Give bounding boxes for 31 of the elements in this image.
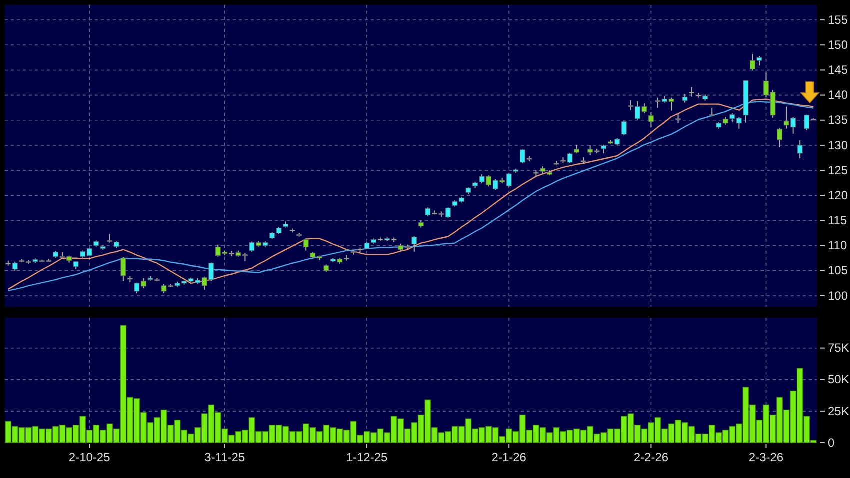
y-tick-label: 120 xyxy=(828,188,848,202)
candlestick xyxy=(648,112,654,128)
candlestick xyxy=(621,120,627,136)
x-tick-label: 2-10-25 xyxy=(68,450,111,465)
y-tick-label: 115 xyxy=(828,214,848,228)
y-tick-label: 110 xyxy=(828,238,848,253)
y-tick-label: 105 xyxy=(828,264,848,278)
y-tick-label: 145 xyxy=(828,63,848,78)
x-tick-label: 3-11-25 xyxy=(204,450,246,465)
candlestick xyxy=(689,86,695,98)
candlestick xyxy=(797,140,803,160)
y-tick-label: 50K xyxy=(828,372,850,387)
candlestick xyxy=(777,127,782,148)
y-tick-label: 100 xyxy=(828,288,848,303)
x-tick-label: 2-2-26 xyxy=(634,450,669,465)
y-tick-label: 25K xyxy=(828,404,850,418)
y-tick-label: 125 xyxy=(828,163,848,178)
candlestick xyxy=(120,256,126,282)
y-tick-label: 140 xyxy=(828,88,848,102)
y-tick-label: 155 xyxy=(828,12,848,27)
candlestick xyxy=(676,113,681,124)
y-tick-label: 75K xyxy=(828,341,850,356)
candlestick xyxy=(303,238,309,252)
x-tick-label: 2-1-26 xyxy=(492,450,527,465)
y-tick-label: 130 xyxy=(828,138,848,152)
y-tick-label: 135 xyxy=(828,113,848,128)
y-tick-label: 150 xyxy=(828,38,848,52)
x-tick-label: 2-3-26 xyxy=(748,450,784,465)
candlestick xyxy=(412,236,418,252)
y-tick-label: 0 xyxy=(828,436,835,450)
x-tick-label: 1-12-25 xyxy=(346,450,388,465)
